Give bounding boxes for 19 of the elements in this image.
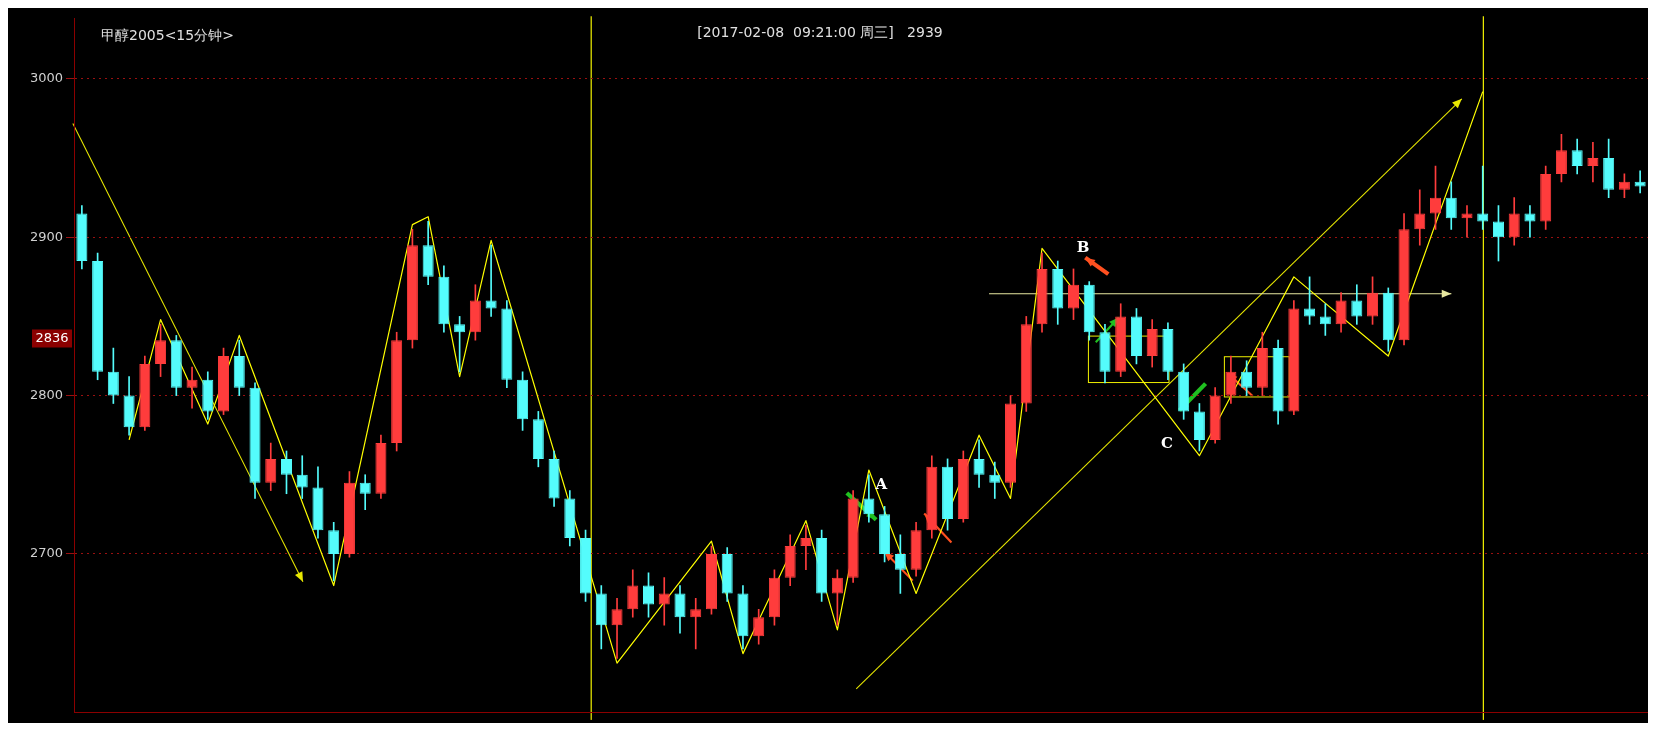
y-tick-label: 3000	[29, 70, 63, 86]
y-tick-label: 2800	[29, 386, 63, 402]
candlestick	[186, 366, 198, 409]
candlestick	[485, 244, 497, 317]
chart-subtitle: [2017-02-08 09:21:00 周三] 2939	[697, 23, 943, 40]
candlestick	[800, 525, 812, 571]
y-tick-label: 2700	[29, 545, 63, 561]
candlestick	[1587, 141, 1599, 183]
candlestick	[989, 461, 1001, 499]
candlestick	[1414, 189, 1426, 246]
annotation: C	[1160, 434, 1173, 453]
annotation: A	[874, 474, 888, 493]
y-tick-label: 2900	[29, 228, 63, 244]
candlestick	[658, 577, 670, 626]
annotation: B	[1076, 238, 1090, 257]
annotation: 2836	[35, 329, 69, 345]
text: 甲醇2005<15分钟>	[101, 26, 234, 43]
candlestick	[1634, 170, 1646, 194]
candlestick	[690, 597, 702, 650]
